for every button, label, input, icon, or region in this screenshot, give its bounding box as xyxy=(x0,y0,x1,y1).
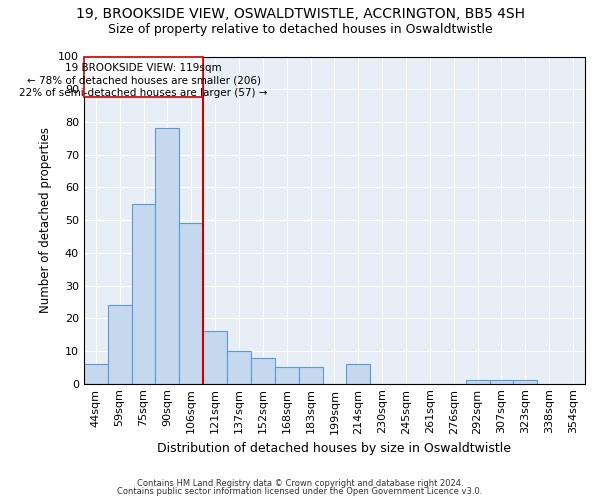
X-axis label: Distribution of detached houses by size in Oswaldtwistle: Distribution of detached houses by size … xyxy=(157,442,511,455)
FancyBboxPatch shape xyxy=(84,56,203,98)
Bar xyxy=(155,128,179,384)
Bar xyxy=(251,358,275,384)
Bar xyxy=(346,364,370,384)
Text: Contains public sector information licensed under the Open Government Licence v3: Contains public sector information licen… xyxy=(118,487,482,496)
Bar xyxy=(131,204,155,384)
Bar xyxy=(203,332,227,384)
Text: 19, BROOKSIDE VIEW, OSWALDTWISTLE, ACCRINGTON, BB5 4SH: 19, BROOKSIDE VIEW, OSWALDTWISTLE, ACCRI… xyxy=(76,8,524,22)
Text: ← 78% of detached houses are smaller (206): ← 78% of detached houses are smaller (20… xyxy=(26,76,260,86)
Bar xyxy=(275,368,299,384)
Bar xyxy=(227,351,251,384)
Text: Contains HM Land Registry data © Crown copyright and database right 2024.: Contains HM Land Registry data © Crown c… xyxy=(137,478,463,488)
Bar xyxy=(84,364,108,384)
Bar xyxy=(490,380,514,384)
Text: 22% of semi-detached houses are larger (57) →: 22% of semi-detached houses are larger (… xyxy=(19,88,268,98)
Bar xyxy=(466,380,490,384)
Bar xyxy=(299,368,323,384)
Y-axis label: Number of detached properties: Number of detached properties xyxy=(40,127,52,313)
Bar xyxy=(514,380,537,384)
Bar xyxy=(179,224,203,384)
Text: Size of property relative to detached houses in Oswaldtwistle: Size of property relative to detached ho… xyxy=(107,22,493,36)
Bar xyxy=(108,305,131,384)
Text: 19 BROOKSIDE VIEW: 119sqm: 19 BROOKSIDE VIEW: 119sqm xyxy=(65,63,222,73)
